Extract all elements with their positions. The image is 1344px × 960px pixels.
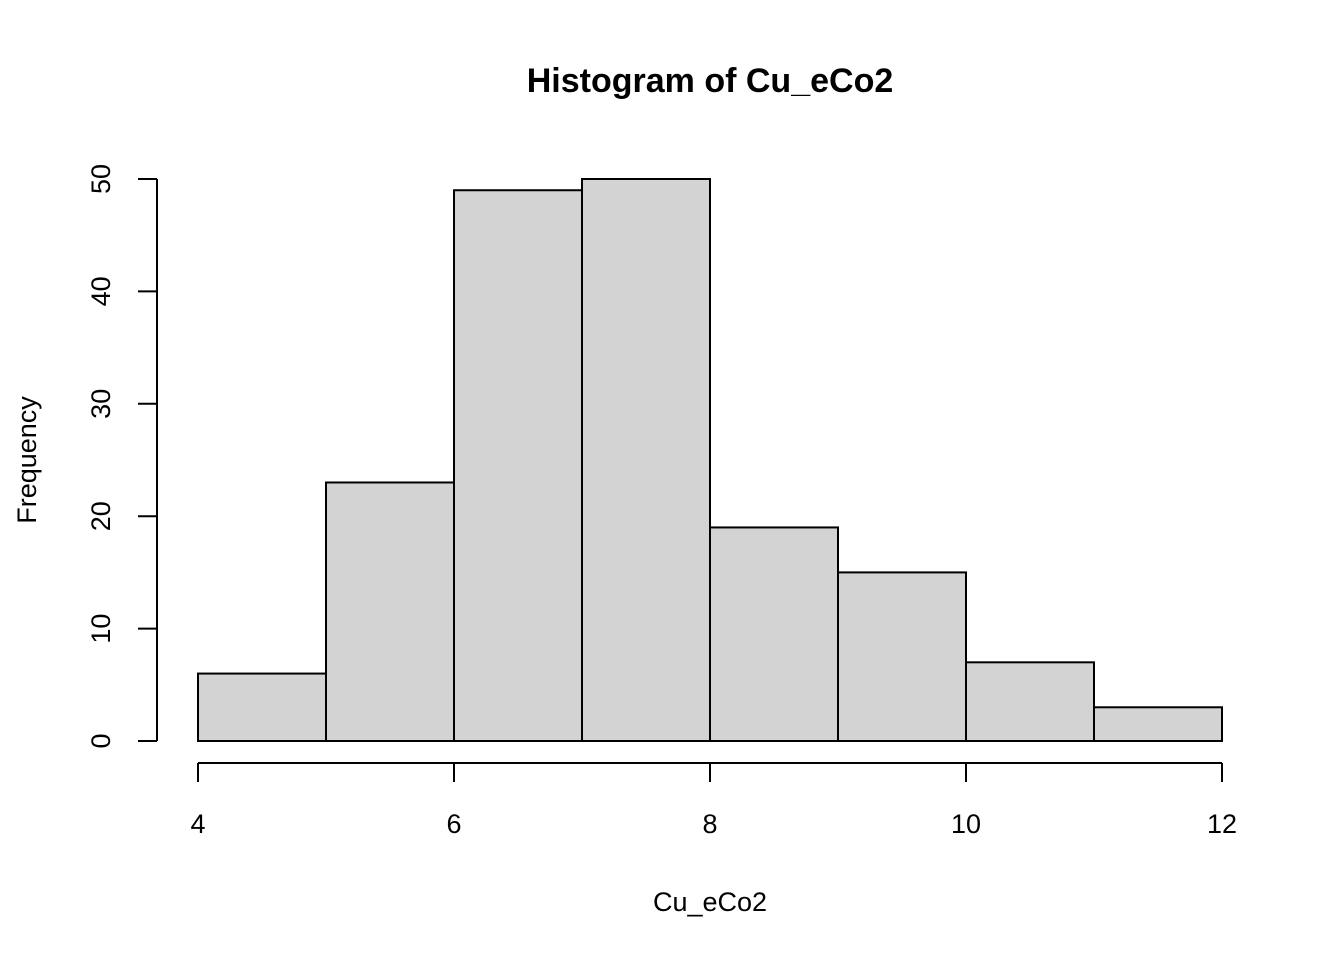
histogram-bar-4 xyxy=(709,526,839,742)
histogram-bar-3 xyxy=(581,178,711,742)
y-axis-label: Frequency xyxy=(12,396,42,524)
x-axis-label: Cu_eCo2 xyxy=(653,887,767,917)
y-tick-label: 30 xyxy=(86,389,116,419)
x-tick-label: 8 xyxy=(702,809,717,839)
bars-group xyxy=(197,178,1223,743)
y-tick-label: 0 xyxy=(86,733,116,748)
x-tick-label: 10 xyxy=(951,809,981,839)
histogram-bar-6 xyxy=(965,661,1095,743)
histogram-bar-1 xyxy=(325,481,455,742)
y-tick-label: 20 xyxy=(86,501,116,531)
x-tick-label: 6 xyxy=(446,809,461,839)
y-tick-label: 50 xyxy=(86,164,116,194)
chart-title: Histogram of Cu_eCo2 xyxy=(527,62,894,100)
x-axis: 4 6 8 10 12 xyxy=(190,762,1237,839)
histogram-bar-7 xyxy=(1093,706,1223,743)
y-tick-label: 40 xyxy=(86,276,116,306)
histogram-bar-0 xyxy=(197,672,327,742)
x-tick-label: 4 xyxy=(190,809,205,839)
x-tick-label: 12 xyxy=(1207,809,1237,839)
y-axis: 0 10 20 30 40 50 xyxy=(86,164,158,749)
histogram-bar-5 xyxy=(837,571,967,743)
y-tick-label: 10 xyxy=(86,614,116,644)
histogram-bar-2 xyxy=(453,189,583,743)
